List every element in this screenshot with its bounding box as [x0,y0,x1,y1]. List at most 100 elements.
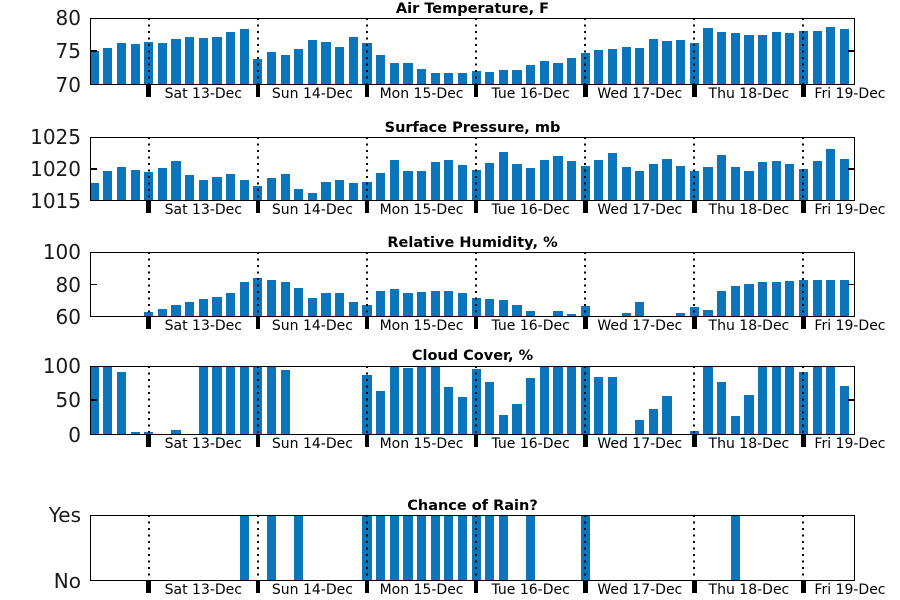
day-separator-dotted-line [693,18,696,85]
x-day-tick-mark [582,317,588,329]
x-day-tick-mark [364,84,370,97]
bar [798,280,809,317]
bar [444,387,454,435]
bar [812,365,822,435]
x-day-label: Tue 16-Dec [491,436,570,452]
bar [239,180,249,201]
y-tick-label: 1015 [30,188,81,213]
x-day-tick-mark [146,84,152,97]
bar [376,55,386,85]
bar [812,30,822,85]
bar [785,281,795,317]
x-day-label: Tue 16-Dec [491,85,570,102]
day-separator-dotted-line [584,515,587,581]
bar [294,189,304,201]
axes-box [90,252,855,317]
day-separator-dotted-line [256,515,259,581]
day-separator-dotted-line [693,515,696,581]
bar [498,414,508,435]
x-day-label: Sun 14-Dec [271,85,353,102]
bar [130,43,140,85]
bar [212,177,222,201]
y-tick-mark [848,167,855,170]
y-tick-mark [848,399,855,402]
bar [703,365,713,435]
bar [266,515,277,581]
x-day-tick-mark [146,435,152,447]
bar [471,368,481,435]
bar [335,180,345,201]
x-day-label: Tue 16-Dec [491,201,570,218]
bar [689,171,699,201]
x-day-tick-mark [582,435,588,447]
bar [771,160,781,201]
x-day-label: Fri 19-Dec [814,318,886,334]
bar [594,159,604,201]
bar [376,391,386,435]
bar [457,396,468,435]
day-separator-dotted-line [147,515,150,581]
chart-title: Chance of Rain? [407,498,538,514]
x-day-label: Mon 15-Dec [379,581,464,598]
x-day-label: Wed 17-Dec [597,201,683,218]
bar [376,515,386,581]
bar [103,171,113,201]
bar [621,312,631,317]
day-separator-dotted-line [475,252,478,317]
x-day-tick-mark [255,84,261,97]
bar [635,171,645,201]
bar [839,386,849,435]
bar [144,41,154,85]
axes-box [90,137,855,201]
bar [157,168,167,201]
x-day-tick-mark [473,317,479,329]
x-day-tick-mark [582,84,588,97]
bar [580,365,590,435]
x-day-label: Thu 18-Dec [708,201,790,218]
bar [226,31,236,85]
bar [348,302,358,317]
x-day-tick-mark [255,580,261,593]
bar [416,170,427,201]
x-day-label: Sat 13-Dec [164,318,242,334]
bar [648,409,659,435]
y-tick-label: 80 [55,272,81,297]
day-separator-dotted-line [475,365,478,435]
bar [471,515,481,581]
bar [403,515,413,581]
bar [730,286,740,317]
bar [307,298,318,317]
y-tick-mark [90,283,97,286]
x-day-label: Fri 19-Dec [814,436,886,452]
bar [812,280,822,317]
bar [198,365,208,435]
bar [526,515,536,581]
y-tick-label: No [53,568,81,593]
bar [471,298,481,317]
bar [567,365,577,435]
day-separator-dotted-line [584,137,587,201]
bar [416,291,427,317]
day-separator-dotted-line [147,137,150,201]
bar [116,43,127,85]
bar [335,292,345,317]
bar [403,292,413,317]
bar [798,372,809,435]
bar [553,156,563,201]
bar [744,283,754,317]
bar [89,365,99,435]
bar [771,282,781,317]
bar [580,305,590,317]
bar [703,309,713,317]
bar [717,31,727,85]
bar [239,282,249,317]
y-tick-label: Yes [48,503,81,527]
y-tick-mark [90,399,97,402]
bar [116,166,127,201]
y-tick-label: 1020 [30,156,81,181]
bar [526,378,536,435]
bar [512,304,522,317]
